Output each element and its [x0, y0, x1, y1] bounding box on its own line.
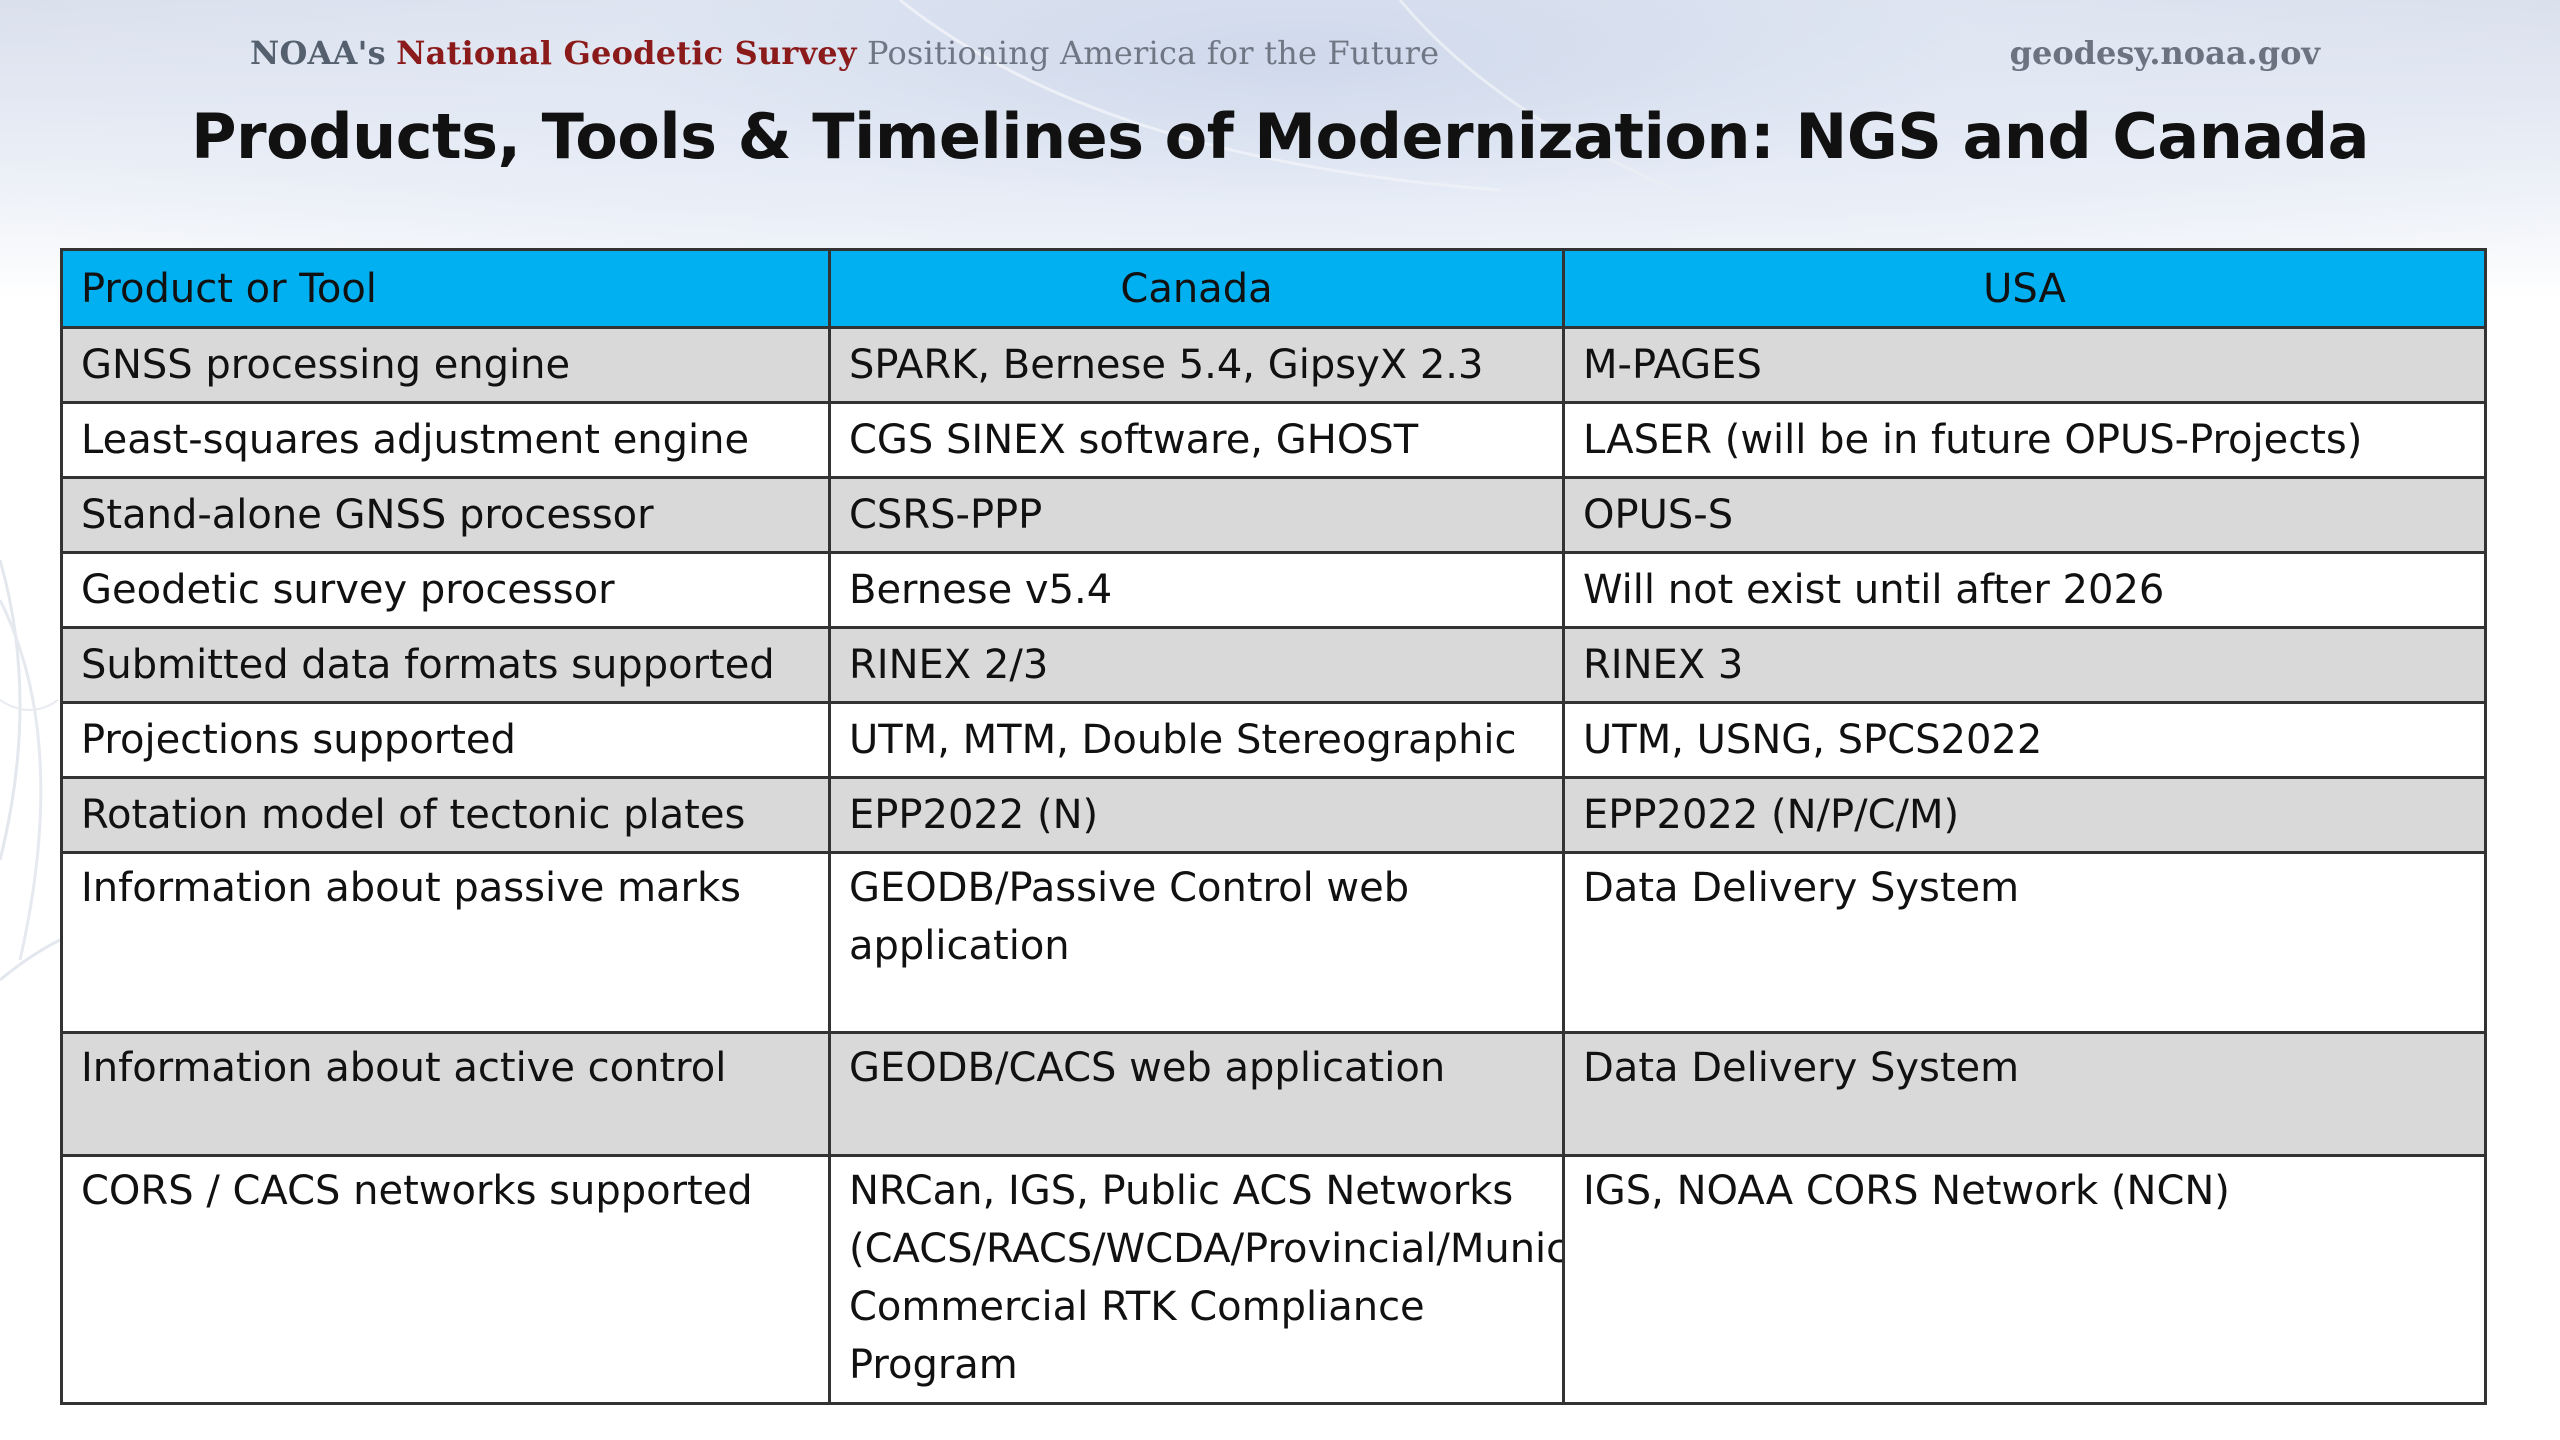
cell-canada: EPP2022 (N)	[828, 776, 1565, 854]
cell-usa: Will not exist until after 2026	[1562, 551, 2487, 629]
slide-header: NOAA's National Geodetic Survey Position…	[250, 30, 2320, 80]
cell-canada: CGS SINEX software, GHOST	[828, 401, 1565, 479]
cell-usa: RINEX 3	[1562, 626, 2487, 704]
agency-tagline: Positioning America for the Future	[867, 34, 1440, 72]
table-row: Information about active control GEODB/C…	[60, 1031, 2487, 1157]
cell-usa: M-PAGES	[1562, 326, 2487, 404]
cell-product: Geodetic survey processor	[60, 551, 831, 629]
cell-product: CORS / CACS networks supported	[60, 1154, 831, 1405]
table-row: Submitted data formats supported RINEX 2…	[60, 626, 2487, 704]
site-url: geodesy.noaa.gov	[2009, 34, 2320, 72]
table-row: Least-squares adjustment engine CGS SINE…	[60, 401, 2487, 479]
cell-canada: Bernese v5.4	[828, 551, 1565, 629]
cell-product: Rotation model of tectonic plates	[60, 776, 831, 854]
cell-product: GNSS processing engine	[60, 326, 831, 404]
table-header-row: Product or Tool Canada USA	[60, 248, 2487, 329]
column-header-canada: Canada	[828, 248, 1565, 329]
agency-prefix: NOAA's	[250, 34, 386, 72]
cell-product: Stand-alone GNSS processor	[60, 476, 831, 554]
cell-usa: IGS, NOAA CORS Network (NCN)	[1562, 1154, 2487, 1405]
cell-product: Submitted data formats supported	[60, 626, 831, 704]
cell-usa: UTM, USNG, SPCS2022	[1562, 701, 2487, 779]
cell-canada: UTM, MTM, Double Stereographic	[828, 701, 1565, 779]
table-row: CORS / CACS networks supported NRCan, IG…	[60, 1154, 2487, 1405]
cell-usa: Data Delivery System	[1562, 1031, 2487, 1157]
slide-title: Products, Tools & Timelines of Moderniza…	[191, 100, 2369, 173]
cell-usa: LASER (will be in future OPUS-Projects)	[1562, 401, 2487, 479]
cell-canada: NRCan, IGS, Public ACS Networks (CACS/RA…	[828, 1154, 1565, 1405]
table-row: Stand-alone GNSS processor CSRS-PPP OPUS…	[60, 476, 2487, 554]
agency-name: National Geodetic Survey	[396, 34, 857, 72]
cell-product: Information about passive marks	[60, 851, 831, 1034]
cell-canada: GEODB/CACS web application	[828, 1031, 1565, 1157]
cell-product: Least-squares adjustment engine	[60, 401, 831, 479]
column-header-product: Product or Tool	[60, 248, 831, 329]
cell-usa: Data Delivery System	[1562, 851, 2487, 1034]
table-row: Information about passive marks GEODB/Pa…	[60, 851, 2487, 1034]
table-row: Rotation model of tectonic plates EPP202…	[60, 776, 2487, 854]
cell-product: Information about active control	[60, 1031, 831, 1157]
cell-canada: RINEX 2/3	[828, 626, 1565, 704]
agency-banner: NOAA's National Geodetic Survey Position…	[250, 34, 1439, 72]
cell-canada: SPARK, Bernese 5.4, GipsyX 2.3	[828, 326, 1565, 404]
cell-usa: OPUS-S	[1562, 476, 2487, 554]
cell-canada: CSRS-PPP	[828, 476, 1565, 554]
column-header-usa: USA	[1562, 248, 2487, 329]
cell-usa: EPP2022 (N/P/C/M)	[1562, 776, 2487, 854]
table-row: GNSS processing engine SPARK, Bernese 5.…	[60, 326, 2487, 404]
cell-product: Projections supported	[60, 701, 831, 779]
cell-canada: GEODB/Passive Control web application	[828, 851, 1565, 1034]
comparison-table: Product or Tool Canada USA GNSS processi…	[60, 248, 2487, 1405]
table-row: Projections supported UTM, MTM, Double S…	[60, 701, 2487, 779]
table-row: Geodetic survey processor Bernese v5.4 W…	[60, 551, 2487, 629]
